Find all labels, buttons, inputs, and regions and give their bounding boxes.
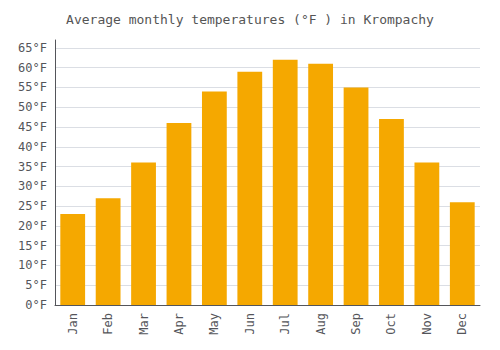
svg-text:Sep: Sep (349, 313, 363, 335)
svg-text:20°F: 20°F (18, 219, 47, 233)
svg-text:65°F: 65°F (18, 41, 47, 55)
svg-text:10°F: 10°F (18, 258, 47, 272)
svg-text:55°F: 55°F (18, 80, 47, 94)
svg-text:25°F: 25°F (18, 199, 47, 213)
svg-text:Average monthly temperatures (: Average monthly temperatures (°F ) in Kr… (66, 12, 434, 27)
svg-text:May: May (207, 313, 221, 335)
svg-text:Jan: Jan (66, 313, 80, 335)
svg-text:45°F: 45°F (18, 120, 47, 134)
svg-text:5°F: 5°F (25, 278, 47, 292)
svg-text:Jul: Jul (278, 313, 292, 335)
svg-text:35°F: 35°F (18, 160, 47, 174)
svg-text:Dec: Dec (455, 313, 469, 335)
svg-text:Aug: Aug (314, 313, 328, 335)
svg-text:15°F: 15°F (18, 239, 47, 253)
svg-text:Jun: Jun (243, 313, 257, 335)
svg-text:Nov: Nov (420, 313, 434, 335)
svg-text:40°F: 40°F (18, 140, 47, 154)
svg-text:Feb: Feb (101, 313, 115, 335)
svg-text:30°F: 30°F (18, 179, 47, 193)
svg-text:50°F: 50°F (18, 100, 47, 114)
svg-text:0°F: 0°F (25, 298, 47, 312)
svg-text:Mar: Mar (137, 313, 151, 335)
svg-text:60°F: 60°F (18, 61, 47, 75)
svg-text:Apr: Apr (172, 313, 186, 335)
svg-text:Oct: Oct (384, 313, 398, 335)
